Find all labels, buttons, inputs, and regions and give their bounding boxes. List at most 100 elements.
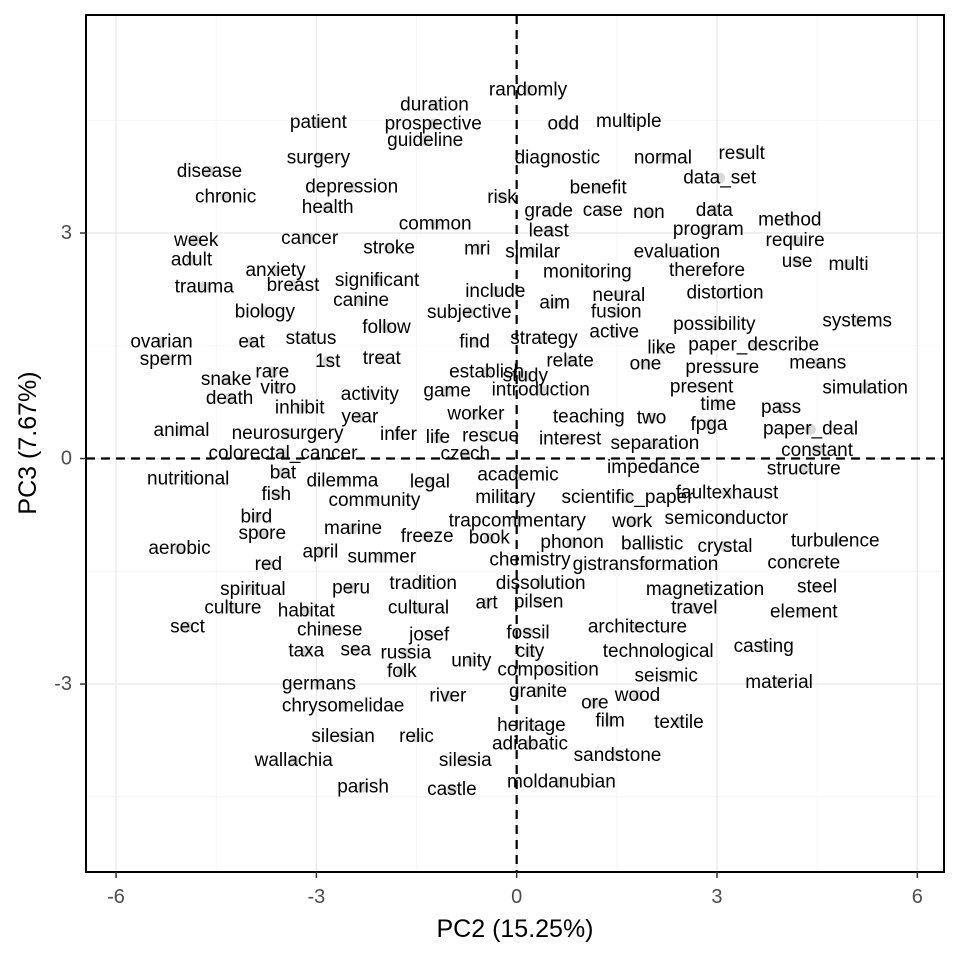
data-point <box>511 515 523 527</box>
data-point <box>419 135 431 146</box>
data-point <box>623 116 635 128</box>
word-label: data_set <box>683 168 757 189</box>
y-axis-ticks: -3 0 3 <box>54 222 86 695</box>
word-label: means <box>789 353 846 374</box>
data-point <box>798 606 810 618</box>
data-point <box>643 207 655 219</box>
data-point <box>463 307 475 319</box>
data-point <box>716 362 728 374</box>
data-point <box>355 295 367 307</box>
word-label: adiabatic <box>492 734 568 755</box>
data-point <box>608 326 620 338</box>
word-label: constant <box>781 440 854 461</box>
data-point <box>364 389 376 401</box>
word-label: systems <box>822 311 892 332</box>
data-point <box>266 366 278 378</box>
data-point <box>160 353 172 365</box>
x-tick-label: 3 <box>711 886 722 908</box>
word-label: active <box>589 322 639 343</box>
word-label: dilemma <box>306 471 378 492</box>
data-point <box>305 332 317 344</box>
word-label: parish <box>337 777 389 798</box>
data-point <box>411 731 422 743</box>
data-point <box>519 370 531 382</box>
word-label: bird <box>240 507 272 528</box>
word-label: chinese <box>297 619 363 640</box>
word-label: eat <box>238 332 265 353</box>
data-point <box>371 274 383 286</box>
data-point <box>512 469 524 481</box>
word-label: sect <box>170 616 206 637</box>
x-tick-label: 0 <box>511 886 522 908</box>
word-label: surgery <box>287 147 351 168</box>
data-point <box>322 356 334 368</box>
word-label: ore <box>581 692 608 713</box>
data-point <box>499 492 511 504</box>
data-point <box>427 118 439 130</box>
word-label: community <box>328 490 420 511</box>
data-point <box>247 583 259 595</box>
data-point <box>859 382 871 394</box>
word-label: silesia <box>439 750 492 771</box>
data-point <box>322 201 334 213</box>
word-label: rare <box>255 362 289 383</box>
word-label: treat <box>363 348 402 369</box>
word-label: require <box>766 230 825 251</box>
data-point <box>421 531 433 543</box>
y-axis-title: PC3 (7.67%) <box>14 371 42 514</box>
word-label: peru <box>332 577 370 598</box>
word-label: faultexhaust <box>676 483 779 504</box>
reference-lines <box>86 15 944 872</box>
data-point <box>538 332 550 344</box>
word-label: marine <box>324 518 382 539</box>
word-label: relate <box>546 350 594 371</box>
word-label: canine <box>333 290 389 311</box>
word-label: chemistry <box>489 550 571 571</box>
data-point <box>688 602 700 614</box>
data-point <box>626 516 638 528</box>
data-point <box>198 281 210 293</box>
data-point <box>250 511 262 523</box>
word-label: biology <box>235 301 296 322</box>
word-label: travel <box>671 598 717 619</box>
data-point <box>604 715 616 727</box>
word-label: non <box>633 202 665 223</box>
word-label: architecture <box>588 616 687 637</box>
word-label: element <box>770 601 838 622</box>
data-point <box>393 429 404 440</box>
data-point <box>843 259 854 271</box>
word-label: russia <box>380 643 431 664</box>
data-point <box>429 99 440 111</box>
word-label: neurosurgery <box>232 423 344 444</box>
data-point <box>533 596 545 608</box>
data-point <box>354 411 366 423</box>
word-label: granite <box>509 681 567 702</box>
data-point <box>652 646 664 658</box>
word-label: anxiety <box>245 260 306 281</box>
word-label: health <box>302 197 354 218</box>
data-point <box>376 551 388 563</box>
data-point <box>829 535 841 547</box>
word-label: possibility <box>673 314 756 335</box>
word-label: technological <box>603 641 714 662</box>
word-label: film <box>595 710 625 731</box>
word-label: bat <box>270 462 297 483</box>
data-point <box>714 172 726 184</box>
word-label: disease <box>177 161 243 182</box>
data-point <box>314 546 326 558</box>
data-point <box>256 528 268 540</box>
data-point <box>719 287 731 299</box>
word-label: military <box>475 487 536 508</box>
word-label: find <box>459 332 490 353</box>
data-point <box>270 489 282 501</box>
data-point <box>805 423 816 435</box>
word-label: vitro <box>260 377 296 398</box>
word-label: trauma <box>175 277 235 298</box>
data-point <box>277 467 289 479</box>
data-point <box>812 357 824 369</box>
data-point <box>646 412 657 424</box>
word-label: fusion <box>591 301 642 322</box>
x-tick-label: -6 <box>107 886 125 908</box>
word-label: randomly <box>489 80 568 101</box>
